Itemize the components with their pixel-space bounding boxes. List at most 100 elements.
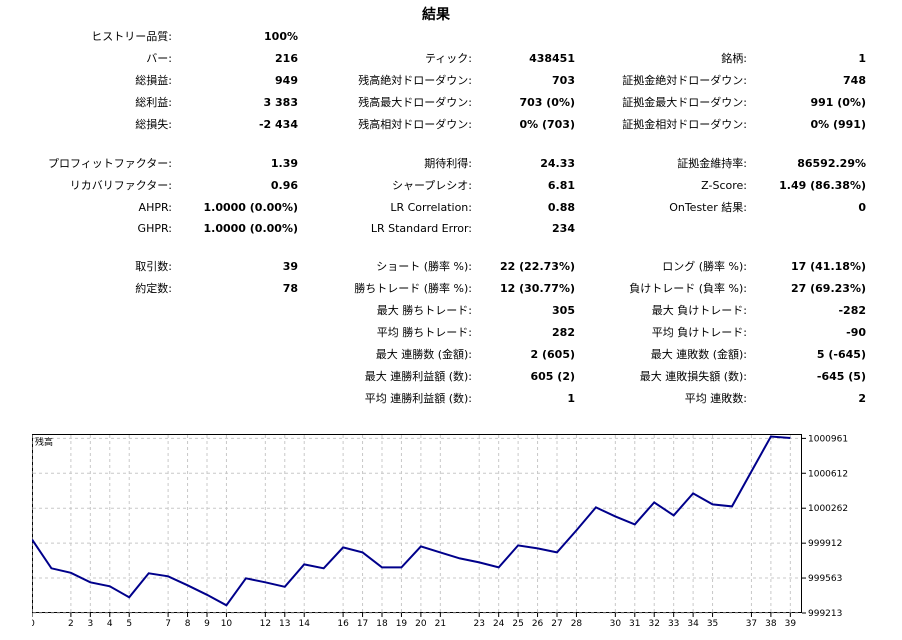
stat-value: 6.81 [547,179,575,192]
stat-value: 12 (30.77%) [499,282,575,295]
stat-value: 748 [843,74,866,87]
x-tick-label: 3 [87,619,93,629]
stat-label: 最大 負けトレード: [651,304,747,317]
balance-chart: 0234578910121314161718192021232425262728… [32,434,900,640]
y-tick-label: 999912 [808,539,842,549]
stat-label: 約定数: [135,282,172,295]
stat-label: シャープレシオ: [391,179,472,192]
x-tick-label: 26 [532,619,544,629]
stat-label: リカバリファクター: [69,179,172,192]
x-tick-label: 13 [279,619,290,629]
stat-label: Z-Score: [701,179,747,192]
x-tick-label: 25 [512,619,523,629]
x-tick-label: 30 [610,619,622,629]
stat-value: 1.49 (86.38%) [779,179,866,192]
stat-value: 39 [282,260,298,273]
stat-value: 24.33 [540,157,575,170]
stat-value: 27 (69.23%) [790,282,866,295]
stat-value: 282 [552,326,575,339]
stat-value: -282 [838,304,866,317]
stat-label: 総損益: [135,74,172,87]
stat-value: 2 (605) [530,348,576,361]
stat-value: 703 [552,74,575,87]
stat-value: 1.39 [270,157,298,170]
y-tick-label: 999563 [808,574,842,584]
stat-label: プロフィットファクター: [47,157,172,170]
x-tick-label: 23 [473,619,484,629]
x-tick-label: 8 [185,619,191,629]
stat-label: 証拠金相対ドローダウン: [622,118,747,131]
x-tick-label: 2 [68,619,74,629]
stat-label: 期待利得: [424,157,472,170]
x-tick-label: 7 [165,619,171,629]
stat-label: 証拠金最大ドローダウン: [622,96,747,109]
x-tick-label: 28 [571,619,583,629]
stat-value: 17 (41.18%) [790,260,866,273]
stat-value: 234 [552,222,575,235]
stat-label: 取引数: [135,260,172,273]
stat-label: 残高相対ドローダウン: [358,118,472,131]
stat-label: 総損失: [135,118,172,131]
x-tick-label: 34 [687,619,699,629]
stat-label: ロング (勝率 %): [662,260,747,273]
x-tick-label: 20 [415,619,427,629]
page-title: 結果 [422,7,450,23]
stat-value: 216 [275,52,298,65]
stat-label: 残高最大ドローダウン: [358,96,472,109]
stat-label: バー: [146,52,172,65]
x-tick-label: 12 [260,619,271,629]
x-tick-label: 4 [107,619,113,629]
stat-label: 総利益: [135,96,172,109]
stat-value: 0 [858,201,866,214]
stat-label: 最大 連敗損失額 (数): [639,370,747,383]
stat-value: 1.0000 (0.00%) [203,201,299,214]
x-tick-label: 39 [785,619,797,629]
stat-value: 1 [567,392,575,405]
stat-label: ヒストリー品質: [91,30,172,43]
plot-area [32,434,802,613]
x-tick-label: 5 [126,619,132,629]
x-tick-label: 32 [648,619,659,629]
x-tick-label: 31 [629,619,640,629]
x-tick-label: 37 [746,619,757,629]
x-tick-label: 19 [396,619,408,629]
stat-value: 100% [264,30,298,43]
x-tick-label: 14 [298,619,310,629]
x-tick-label: 27 [551,619,562,629]
x-tick-label: 24 [493,619,505,629]
x-tick-label: 10 [221,619,233,629]
stat-value: -90 [846,326,866,339]
stat-label: ショート (勝率 %): [376,260,472,273]
y-tick-label: 999213 [808,609,842,619]
stat-label: LR Correlation: [390,201,472,214]
stat-label: 証拠金絶対ドローダウン: [622,74,747,87]
x-tick-label: 35 [707,619,718,629]
x-tick-label: 38 [765,619,777,629]
stat-label: AHPR: [138,201,172,214]
stat-label: 平均 勝ちトレード: [376,326,472,339]
stat-value: 78 [282,282,298,295]
x-tick-label: 0 [32,619,35,629]
stat-value: 949 [275,74,298,87]
stat-value: 3 383 [263,96,298,109]
chart-title: 残高 [35,436,53,448]
stat-value: 305 [552,304,575,317]
stat-value: 86592.29% [797,157,866,170]
stat-value: 605 (2) [530,370,576,383]
balance-line [32,435,791,607]
stat-label: 銘柄: [721,52,747,65]
stat-value: 1.0000 (0.00%) [203,222,299,235]
y-tick-label: 1000262 [808,504,848,514]
stat-value: 0.88 [547,201,575,214]
stat-value: 991 (0%) [810,96,866,109]
stat-label: LR Standard Error: [370,222,472,235]
stat-label: 最大 連敗数 (金額): [650,348,747,361]
stat-value: 0.96 [270,179,298,192]
x-tick-label: 9 [204,619,210,629]
stat-label: ティック: [424,52,472,65]
stat-label: 最大 勝ちトレード: [376,304,472,317]
stat-label: 勝ちトレード (勝率 %): [354,282,472,295]
y-tick-label: 1000961 [808,434,848,444]
stat-label: 平均 負けトレード: [651,326,747,339]
stat-value: 22 (22.73%) [499,260,575,273]
